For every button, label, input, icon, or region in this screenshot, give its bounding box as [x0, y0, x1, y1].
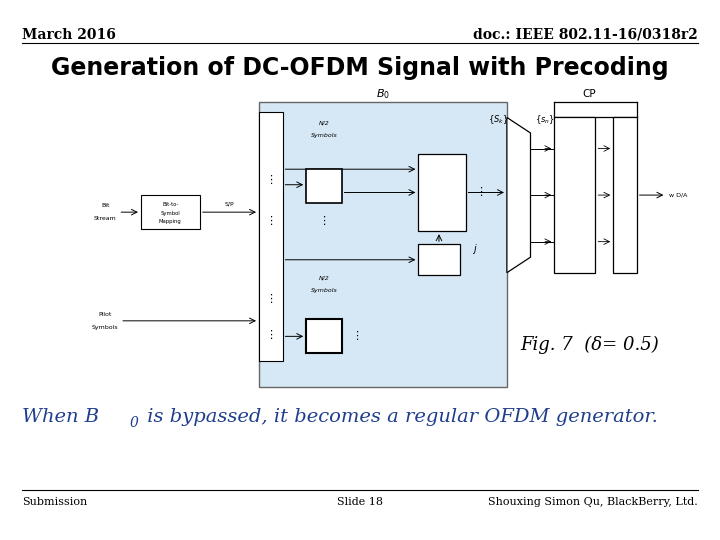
Text: N/2: N/2 — [318, 120, 329, 125]
Text: is bypassed, it becomes a regular OFDM generator.: is bypassed, it becomes a regular OFDM g… — [141, 408, 658, 426]
Text: ⋮: ⋮ — [265, 330, 276, 340]
Text: Slide 18: Slide 18 — [337, 497, 383, 507]
Text: Pilot: Pilot — [99, 312, 112, 316]
Text: ⋮: ⋮ — [351, 332, 362, 341]
Text: CP: CP — [582, 89, 596, 99]
Text: (-)*: (-)* — [318, 332, 330, 341]
Text: w D/A: w D/A — [670, 193, 688, 198]
Text: j: j — [473, 245, 476, 254]
Text: When B: When B — [22, 408, 99, 426]
FancyBboxPatch shape — [418, 244, 459, 275]
Text: Mapping: Mapping — [159, 219, 181, 225]
Text: 0: 0 — [130, 416, 139, 430]
Text: Shouxing Simon Qu, BlackBerry, Ltd.: Shouxing Simon Qu, BlackBerry, Ltd. — [488, 497, 698, 507]
Text: Fig. 7  (δ= 0.5): Fig. 7 (δ= 0.5) — [521, 336, 660, 354]
Text: N/2: N/2 — [318, 275, 329, 280]
FancyBboxPatch shape — [306, 319, 341, 353]
Text: ⋮: ⋮ — [318, 216, 330, 226]
Text: P/S: P/S — [623, 190, 627, 200]
Text: ⋮: ⋮ — [265, 216, 276, 226]
Text: $B_0$: $B_0$ — [376, 87, 390, 101]
Text: Generation of DC-OFDM Signal with Precoding: Generation of DC-OFDM Signal with Precod… — [51, 56, 669, 80]
FancyBboxPatch shape — [554, 118, 595, 273]
Text: $\{S_k\}$: $\{S_k\}$ — [487, 113, 508, 126]
Text: ⋮: ⋮ — [570, 211, 580, 221]
Text: (.)*: (.)* — [318, 182, 330, 191]
Text: ⋮: ⋮ — [265, 294, 276, 303]
Text: ⋮: ⋮ — [474, 187, 486, 198]
FancyBboxPatch shape — [141, 195, 200, 229]
Text: ⋮: ⋮ — [570, 242, 580, 252]
FancyBboxPatch shape — [259, 102, 507, 387]
Text: Stream: Stream — [94, 216, 117, 221]
Text: Submission: Submission — [22, 497, 87, 507]
FancyBboxPatch shape — [418, 154, 466, 231]
Text: Bit-to-: Bit-to- — [162, 202, 179, 207]
Text: ⋮: ⋮ — [265, 174, 276, 185]
Text: Symbols: Symbols — [92, 325, 119, 329]
Text: Symbol: Symbol — [161, 211, 180, 215]
Text: March 2016: March 2016 — [22, 28, 116, 42]
Text: IDFT: IDFT — [566, 175, 583, 184]
Polygon shape — [507, 118, 531, 273]
Text: +: + — [435, 184, 449, 201]
FancyBboxPatch shape — [613, 118, 636, 273]
Text: x: x — [436, 255, 441, 264]
Text: doc.: IEEE 802.11-16/0318r2: doc.: IEEE 802.11-16/0318r2 — [473, 28, 698, 42]
Text: Bit: Bit — [101, 203, 109, 208]
Text: Symbols: Symbols — [310, 133, 337, 138]
FancyBboxPatch shape — [306, 169, 341, 203]
Text: S/P: S/P — [225, 202, 234, 207]
Text: $\{s_n\}$: $\{s_n\}$ — [535, 113, 555, 126]
FancyBboxPatch shape — [259, 112, 282, 361]
Text: Symbols: Symbols — [310, 288, 337, 293]
